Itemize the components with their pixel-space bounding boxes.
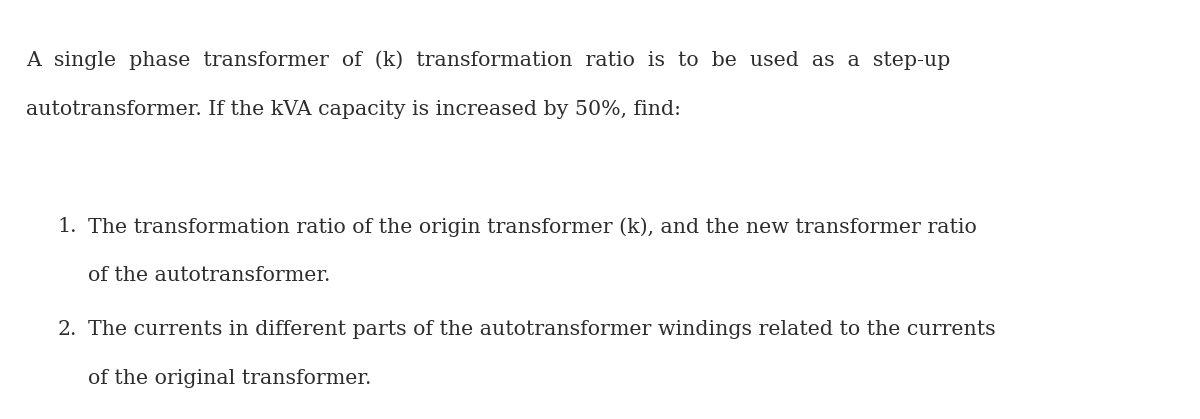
Text: 2.: 2. [58,320,77,339]
Text: The transformation ratio of the origin transformer (k), and the new transformer : The transformation ratio of the origin t… [88,217,977,237]
Text: of the original transformer.: of the original transformer. [88,369,371,388]
Text: autotransformer. If the kVA capacity is increased by 50%, find:: autotransformer. If the kVA capacity is … [26,100,682,119]
Text: The currents in different parts of the autotransformer windings related to the c: The currents in different parts of the a… [88,320,995,339]
Text: of the autotransformer.: of the autotransformer. [88,266,330,285]
Text: 1.: 1. [58,217,77,236]
Text: A  single  phase  transformer  of  (k)  transformation  ratio  is  to  be  used : A single phase transformer of (k) transf… [26,50,950,70]
